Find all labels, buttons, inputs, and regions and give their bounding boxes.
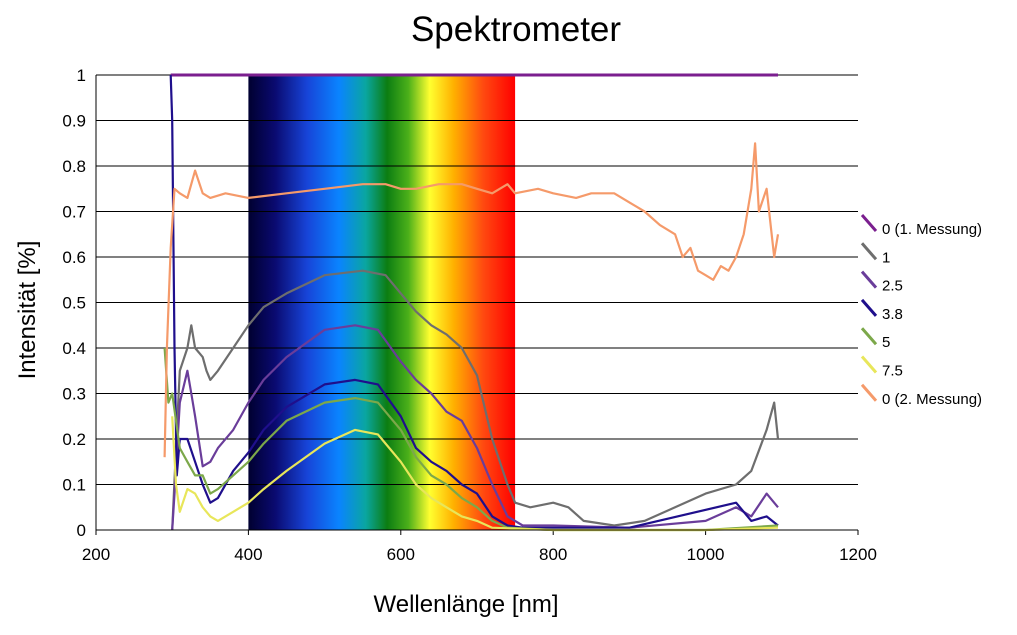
x-tick-label: 600 — [387, 545, 415, 564]
y-tick-label: 0.2 — [62, 430, 86, 449]
series-line-6 — [163, 142, 780, 458]
y-tick-label: 0.5 — [62, 294, 86, 313]
legend-swatch — [860, 242, 878, 261]
y-tick-label: 0 — [77, 521, 86, 540]
y-tick-label: 0.9 — [62, 112, 86, 131]
chart-title: Spektrometer — [411, 10, 621, 49]
legend-label: 7.5 — [882, 363, 903, 380]
x-tick-label: 200 — [82, 545, 110, 564]
x-tick-label: 1000 — [687, 545, 725, 564]
legend-label: 2.5 — [882, 278, 903, 295]
legend-label: 1 — [882, 249, 890, 266]
series-line-4 — [163, 347, 779, 532]
series-group — [163, 73, 780, 532]
x-tick-label: 800 — [539, 545, 567, 564]
y-tick-label: 0.3 — [62, 385, 86, 404]
legend-label: 0 (2. Messung) — [882, 391, 982, 408]
y-tick-label: 0.7 — [62, 203, 86, 222]
axes — [95, 75, 858, 531]
series-line-5 — [171, 416, 779, 532]
legend: 0 (1. Messung) 1 2.5 3.8 5 7.5 0 (2. Messung) — [860, 214, 982, 408]
legend-label: 5 — [882, 334, 890, 351]
legend-label: 3.8 — [882, 306, 903, 323]
x-tick-label: 1200 — [839, 545, 877, 564]
y-tick-label: 1 — [77, 66, 86, 85]
y-axis-title: Intensität [%] — [14, 241, 41, 380]
y-tick-label: 0.8 — [62, 157, 86, 176]
legend-swatch — [860, 270, 878, 289]
legend-swatch — [860, 355, 878, 374]
series-line-1 — [171, 269, 780, 531]
x-axis-title: Wellenlänge [nm] — [374, 591, 559, 618]
legend-swatch — [860, 327, 878, 346]
legend-swatch — [860, 214, 878, 232]
x-tick-label: 400 — [234, 545, 262, 564]
legend-swatch — [860, 383, 878, 402]
y-tick-label: 0.4 — [62, 339, 86, 358]
y-tick-label: 0.6 — [62, 248, 86, 267]
y-tick-label: 0.1 — [62, 476, 86, 495]
legend-label: 0 (1. Messung) — [882, 221, 982, 238]
legend-swatch — [860, 298, 878, 317]
